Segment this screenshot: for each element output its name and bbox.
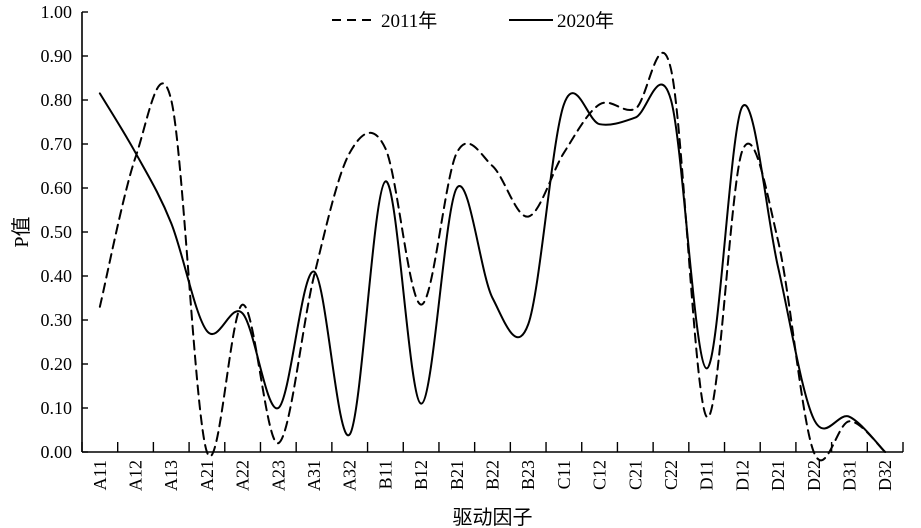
x-tick-label: A11 [90,460,110,490]
x-tick-label: A13 [161,460,181,491]
legend: 2011年 2020年 [332,10,614,32]
x-tick-label: C22 [661,460,681,490]
y-tick-label: 0.30 [41,310,73,330]
y-tick-label: 0.60 [41,178,73,198]
x-tick-label: A31 [304,460,324,491]
x-tick-label: A32 [340,460,360,491]
y-tick-label: 0.40 [41,266,73,286]
x-tick-label: D32 [875,460,895,491]
x-tick-label: C11 [554,460,574,489]
x-tick-label: C21 [625,460,645,490]
x-tick-label: D11 [697,460,717,490]
x-tick-label: A22 [233,460,253,491]
series-line-2 [98,83,887,453]
y-tick-label: 0.50 [41,222,73,242]
y-tick-label: 0.80 [41,90,73,110]
y-tick-label: 0.70 [41,134,73,154]
x-tick-label: B23 [518,460,538,490]
x-tick-label: C12 [590,460,610,490]
x-tick-label: B11 [375,460,395,489]
x-tick-label: B22 [483,460,503,490]
x-tick-label: D12 [732,460,752,491]
x-tick-label: D21 [768,460,788,491]
axes: 0.00 0.10 0.20 0.30 0.40 0.50 0.60 0.70 0.80 0.90… [10,2,904,528]
x-tick-label: A12 [126,460,146,491]
x-tick-label: D31 [839,460,859,491]
series-line-1 [98,51,887,462]
plot-area [98,51,887,462]
x-tick-label: B12 [411,460,431,490]
legend-label-1: 2011年 [381,10,437,32]
y-tick-label: 1.00 [41,2,73,22]
x-tick-label: A21 [197,460,217,491]
y-axis-title: P值 [10,216,33,247]
legend-label-2: 2020年 [557,10,614,32]
x-tick-label: D22 [804,460,824,491]
y-tick-label: 0.90 [41,46,73,66]
x-axis-title: 驱动因子 [453,506,533,528]
x-tick-label: A23 [268,460,288,491]
y-tick-label: 0.20 [41,354,73,374]
y-tick-label: 0.00 [41,442,73,462]
x-tick-label: B21 [447,460,467,490]
y-tick-label: 0.10 [41,398,73,418]
